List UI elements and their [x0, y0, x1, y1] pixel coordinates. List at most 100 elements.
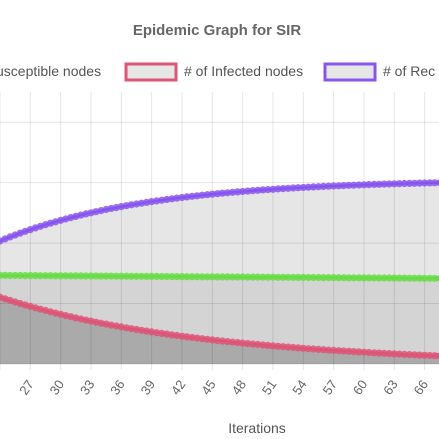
point-infected [375, 349, 383, 357]
point-susceptible [77, 272, 85, 280]
point-infected [436, 352, 439, 360]
x-tick-label: 42 [168, 377, 189, 397]
point-susceptible [153, 272, 161, 280]
point-susceptible [314, 273, 323, 282]
point-recovered [274, 185, 282, 193]
point-susceptible [82, 272, 90, 280]
point-susceptible [390, 274, 398, 282]
legend-swatch-infected[interactable] [124, 62, 178, 82]
legend-label-susceptible: usceptible nodes [0, 63, 101, 79]
point-recovered [264, 186, 272, 194]
point-susceptible [158, 272, 166, 281]
point-susceptible [370, 274, 378, 282]
point-susceptible [380, 274, 388, 282]
point-susceptible [426, 274, 434, 282]
point-susceptible [143, 272, 151, 280]
point-susceptible [168, 273, 176, 281]
point-susceptible [299, 273, 307, 281]
point-susceptible [345, 274, 353, 282]
point-susceptible [193, 273, 201, 281]
point-susceptible [254, 273, 262, 281]
point-susceptible [400, 274, 408, 282]
point-susceptible [249, 273, 257, 281]
point-recovered [350, 181, 358, 189]
x-tick-label: 48 [229, 377, 250, 397]
legend-swatch-recovered[interactable] [323, 62, 377, 82]
point-susceptible [228, 273, 237, 281]
point-susceptible [117, 272, 125, 280]
point-infected [330, 346, 338, 354]
point-susceptible [16, 271, 24, 280]
point-susceptible [405, 274, 414, 282]
point-infected [400, 350, 408, 358]
point-recovered [380, 180, 388, 188]
plot-area [0, 92, 439, 370]
point-susceptible [92, 272, 100, 280]
point-susceptible [325, 274, 333, 282]
point-susceptible [365, 274, 373, 282]
chart-title: Epidemic Graph for SIR [133, 22, 302, 39]
point-susceptible [289, 273, 297, 281]
point-recovered [410, 179, 419, 187]
point-recovered [284, 184, 292, 192]
point-infected [350, 348, 358, 356]
x-tick-label: 39 [138, 377, 159, 397]
point-recovered [330, 182, 338, 190]
point-susceptible [1, 271, 9, 279]
point-susceptible [264, 273, 272, 281]
point-susceptible [31, 272, 39, 280]
point-recovered [365, 181, 373, 189]
x-tick-label: 51 [259, 377, 280, 397]
point-recovered [355, 181, 363, 189]
point-susceptible [102, 272, 110, 280]
point-recovered [299, 183, 307, 192]
x-tick-label: 36 [107, 377, 128, 397]
x-tick-label: 30 [47, 377, 68, 397]
legend-label-recovered: # of Rec [383, 63, 435, 79]
point-susceptible [62, 272, 70, 280]
point-susceptible [137, 272, 146, 280]
point-susceptible [309, 273, 317, 282]
point-susceptible [46, 272, 55, 280]
point-susceptible [11, 271, 19, 280]
point-susceptible [36, 272, 45, 280]
point-recovered [421, 179, 429, 187]
point-susceptible [57, 272, 65, 280]
point-susceptible [319, 274, 328, 282]
point-susceptible [203, 273, 211, 281]
point-susceptible [259, 273, 267, 281]
point-recovered [436, 179, 439, 187]
point-recovered [390, 180, 398, 188]
point-susceptible [385, 274, 393, 282]
point-susceptible [244, 273, 252, 281]
point-susceptible [97, 272, 105, 280]
area-infected [0, 297, 439, 364]
point-infected [431, 352, 439, 360]
point-recovered [375, 180, 383, 188]
point-recovered [416, 179, 424, 187]
point-susceptible [335, 274, 343, 282]
point-susceptible [173, 273, 181, 281]
point-susceptible [284, 273, 292, 281]
point-susceptible [213, 273, 221, 281]
point-susceptible [294, 273, 302, 281]
point-susceptible [223, 273, 232, 281]
legend-label-infected: # of Infected nodes [184, 63, 303, 79]
point-susceptible [198, 273, 206, 281]
x-axis-label: Iterations [228, 420, 286, 436]
point-susceptible [360, 274, 368, 282]
point-susceptible [410, 274, 419, 282]
point-infected [421, 351, 429, 359]
point-susceptible [416, 274, 424, 282]
point-infected [410, 351, 419, 359]
point-recovered [395, 180, 403, 188]
x-tick-label: 33 [77, 377, 98, 397]
point-susceptible [163, 272, 171, 281]
point-susceptible [26, 272, 34, 280]
point-susceptible [330, 274, 338, 282]
point-susceptible [132, 272, 141, 280]
point-susceptible [112, 272, 120, 280]
point-recovered [385, 180, 393, 188]
point-infected [355, 348, 363, 356]
